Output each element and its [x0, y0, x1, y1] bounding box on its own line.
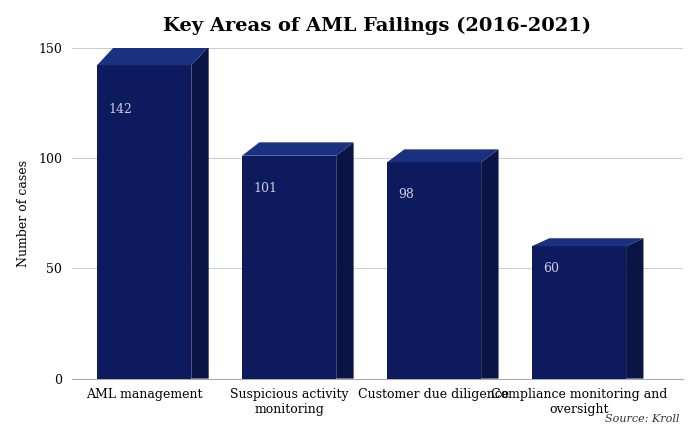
Polygon shape — [242, 142, 354, 156]
Text: 101: 101 — [253, 182, 278, 195]
Text: 142: 142 — [108, 103, 132, 116]
Polygon shape — [626, 238, 643, 378]
Text: 60: 60 — [543, 262, 559, 275]
Polygon shape — [387, 162, 481, 378]
Title: Key Areas of AML Failings (2016-2021): Key Areas of AML Failings (2016-2021) — [164, 16, 592, 35]
Polygon shape — [532, 246, 626, 378]
Polygon shape — [532, 238, 643, 246]
Polygon shape — [387, 149, 498, 162]
Y-axis label: Number of cases: Number of cases — [17, 160, 29, 267]
Polygon shape — [481, 149, 498, 378]
Polygon shape — [242, 156, 336, 378]
Polygon shape — [336, 142, 354, 378]
Polygon shape — [97, 65, 191, 378]
Text: 98: 98 — [398, 188, 414, 201]
Polygon shape — [97, 46, 209, 65]
Polygon shape — [191, 46, 209, 378]
Text: Source: Kroll: Source: Kroll — [605, 414, 679, 424]
